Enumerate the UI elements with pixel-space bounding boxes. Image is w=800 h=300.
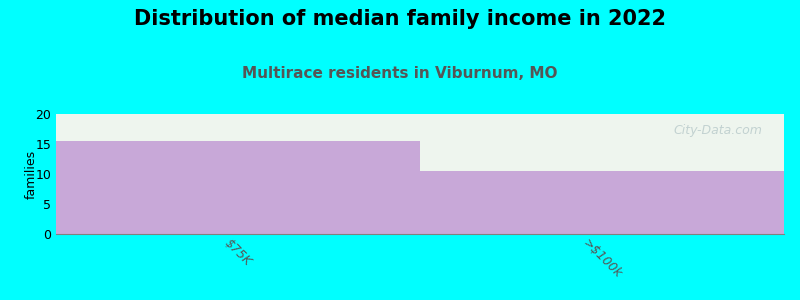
Text: City-Data.com: City-Data.com: [674, 124, 762, 136]
Text: Multirace residents in Viburnum, MO: Multirace residents in Viburnum, MO: [242, 66, 558, 81]
Bar: [420, 171, 784, 234]
Y-axis label: families: families: [25, 149, 38, 199]
Text: Distribution of median family income in 2022: Distribution of median family income in …: [134, 9, 666, 29]
Bar: [56, 141, 420, 234]
